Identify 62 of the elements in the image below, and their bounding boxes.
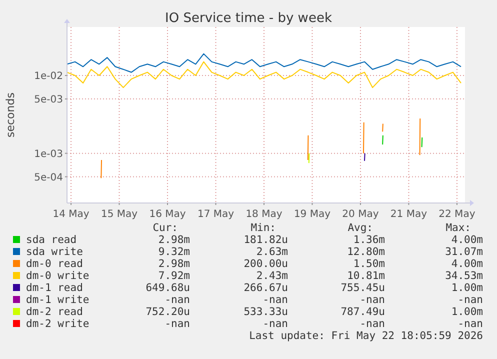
- x-tick-label: 19 May: [294, 209, 331, 220]
- legend-label: dm-2 write: [26, 318, 90, 330]
- x-tick-label: 20 May: [342, 209, 379, 220]
- text: 649.68u: [146, 282, 190, 294]
- text: -nan: [262, 294, 288, 306]
- text: 2.98m: [158, 258, 190, 270]
- text: 2.98m: [158, 234, 190, 246]
- text: 533.33u: [244, 306, 288, 318]
- text: 1.50m: [353, 258, 385, 270]
- text: -nan: [458, 294, 483, 306]
- text: -nan: [458, 318, 483, 330]
- text: 4.00m: [451, 234, 483, 246]
- text: 2.63m: [256, 246, 288, 258]
- line-series: [66, 61, 462, 88]
- line-series: [66, 53, 462, 73]
- y-tick-label: 1e-02: [34, 71, 63, 82]
- legend-label: dm-1 read: [26, 282, 83, 294]
- y-tick-label: 1e-03: [34, 148, 63, 160]
- text: 787.49u: [340, 306, 385, 318]
- text: 266.67u: [244, 282, 288, 294]
- text: -nan: [360, 318, 385, 330]
- legend-label: sda write: [26, 246, 83, 258]
- chart-title: IO Service time - by week: [165, 11, 332, 26]
- x-tick-label: 18 May: [246, 209, 282, 220]
- legend-label: dm-0 read: [26, 258, 83, 270]
- legend-label: dm-0 write: [26, 270, 90, 282]
- y-axis-title: seconds: [4, 92, 17, 138]
- y-tick-label: 5e-04: [34, 172, 63, 184]
- text: 7.92m: [158, 270, 190, 282]
- x-tick-label: 17 May: [197, 209, 234, 220]
- x-tick-label: 14 May: [52, 209, 90, 220]
- legend-label: dm-1 write: [26, 294, 90, 306]
- text: 1.00m: [451, 282, 483, 294]
- text: 4.00m: [451, 258, 483, 270]
- text: 2.43m: [256, 270, 288, 282]
- text: -nan: [262, 318, 288, 330]
- text: Min:: [250, 222, 276, 234]
- text: 181.82u: [244, 234, 288, 246]
- text: 34.53m: [445, 270, 483, 282]
- text: 9.32m: [158, 246, 190, 258]
- text: Last update: Fri May 22 18:05:59 2026: [249, 330, 483, 342]
- x-tick-label: 15 May: [100, 209, 138, 220]
- text: -nan: [164, 318, 190, 330]
- text: Max:: [446, 222, 471, 234]
- text: Cur:: [152, 222, 178, 234]
- text: 752.20u: [146, 306, 190, 318]
- legend-label: dm-2 read: [26, 306, 83, 318]
- text: 10.81m: [347, 270, 385, 282]
- text: 12.80m: [347, 246, 385, 258]
- x-tick-label: 22 May: [438, 209, 476, 220]
- text: 200.00u: [244, 258, 288, 270]
- text: -nan: [164, 294, 190, 306]
- text: 1.36m: [353, 234, 385, 246]
- legend-label: sda read: [26, 234, 77, 246]
- x-tick-label: 21 May: [390, 209, 428, 220]
- x-tick-label: 16 May: [149, 209, 186, 220]
- y-tick-label: 5e-03: [34, 94, 63, 106]
- text: 1.00m: [451, 306, 483, 318]
- text: 755.45u: [340, 282, 385, 294]
- text: -nan: [360, 294, 385, 306]
- text: 31.07m: [445, 246, 483, 258]
- text: Avg:: [348, 222, 373, 234]
